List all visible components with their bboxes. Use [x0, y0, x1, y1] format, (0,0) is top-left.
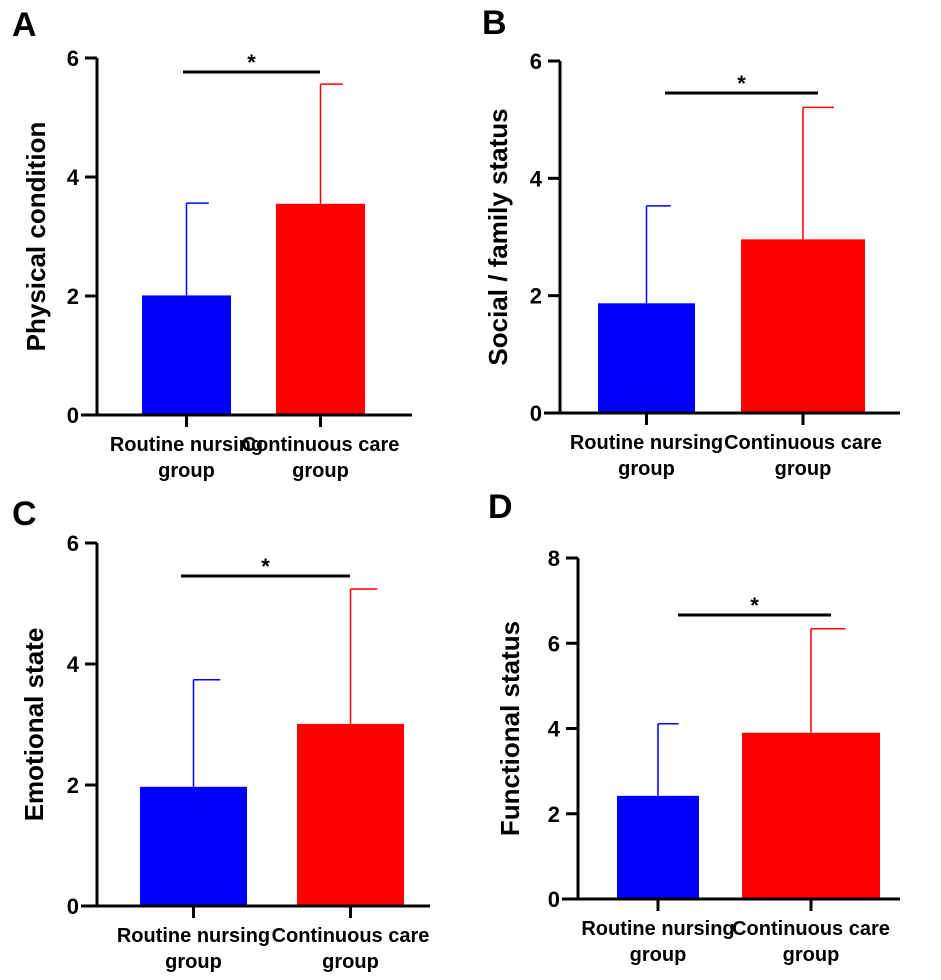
x-tick-label: group: [322, 951, 379, 973]
bar: [297, 723, 404, 906]
y-axis-label: Physical condition: [21, 122, 51, 352]
bar: [742, 732, 880, 899]
y-tick-label: 2: [548, 802, 560, 827]
x-tick-label: group: [775, 458, 832, 480]
panel-letter: B: [482, 4, 507, 42]
bar: [142, 295, 231, 415]
x-tick-label: group: [292, 460, 349, 482]
y-tick-label: 0: [530, 401, 542, 426]
panel-letter: C: [12, 495, 37, 533]
x-tick-label: Continuous care: [242, 434, 400, 456]
x-tick-label: Routine nursing: [581, 918, 734, 940]
y-tick-label: 4: [67, 652, 80, 677]
x-tick-label: group: [630, 944, 687, 966]
y-tick-label: 2: [67, 773, 79, 798]
x-tick-label: group: [158, 460, 215, 482]
bar: [276, 203, 365, 415]
x-tick-label: group: [618, 458, 675, 480]
y-tick-label: 6: [67, 531, 79, 556]
panel-B: B Social / family status Routine nursing gr…: [482, 4, 900, 480]
y-axis-label: Functional status: [495, 621, 525, 836]
panel-letter: D: [488, 488, 513, 526]
x-tick-label: Continuous care: [732, 918, 890, 940]
panel-letter: A: [12, 6, 37, 44]
panel-A: A Physical condition Routine nursing group C…: [12, 6, 412, 482]
y-axis-label: Social / family status: [483, 108, 513, 365]
x-tick-label: group: [783, 944, 840, 966]
y-axis-label: Emotional state: [19, 628, 49, 822]
bar: [598, 303, 695, 413]
significance-star: *: [247, 50, 256, 75]
bar: [617, 795, 699, 899]
y-tick-label: 6: [530, 49, 542, 74]
bar: [741, 239, 865, 413]
y-tick-label: 2: [67, 284, 79, 309]
y-tick-label: 8: [548, 546, 560, 571]
x-tick-label: Routine nursing: [117, 925, 270, 947]
y-tick-label: 4: [530, 166, 543, 191]
y-tick-label: 4: [67, 165, 80, 190]
significance-star: *: [261, 554, 270, 579]
panel-C: C Emotional state Routine nursing group Cont…: [12, 495, 430, 973]
y-tick-label: 0: [548, 887, 560, 912]
y-tick-label: 6: [67, 46, 79, 71]
y-tick-label: 2: [530, 284, 542, 309]
x-tick-label: Routine nursing: [110, 434, 263, 456]
y-tick-label: 6: [548, 631, 560, 656]
significance-star: *: [737, 71, 746, 96]
panel-D: D Functional status Routine nursing group Co…: [488, 488, 900, 966]
significance-star: *: [750, 593, 759, 618]
y-tick-label: 4: [548, 717, 561, 742]
y-tick-label: 0: [67, 894, 79, 919]
bar: [140, 786, 247, 906]
x-tick-label: group: [165, 951, 222, 973]
x-tick-label: Continuous care: [272, 925, 430, 947]
x-tick-label: Continuous care: [724, 432, 882, 454]
x-tick-label: Routine nursing: [570, 432, 723, 454]
y-tick-label: 0: [67, 403, 79, 428]
